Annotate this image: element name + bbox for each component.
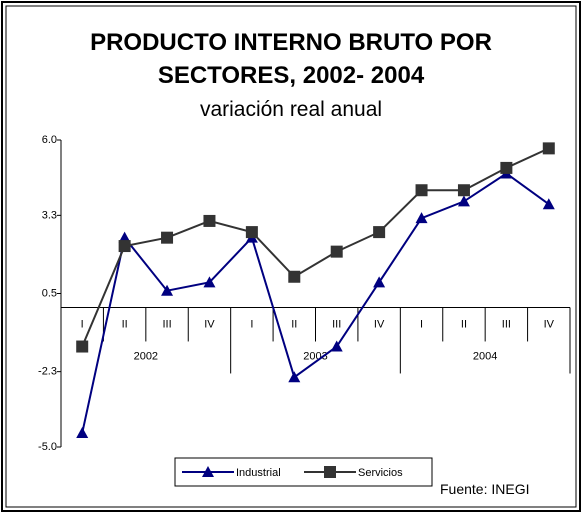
series-line xyxy=(81,147,550,347)
y-tick-label: 3.3 xyxy=(42,209,57,221)
source-note: Fuente: INEGI xyxy=(440,481,530,497)
triangle-marker xyxy=(288,371,301,383)
x-tick-label: II xyxy=(122,318,128,330)
x-tick-label: I xyxy=(250,318,253,330)
y-tick-label: -2.3 xyxy=(38,366,57,378)
square-marker xyxy=(245,226,258,239)
triangle-marker xyxy=(330,340,343,352)
x-tick-label: II xyxy=(291,318,297,330)
square-marker xyxy=(330,245,343,258)
square-marker xyxy=(373,226,386,239)
square-marker xyxy=(76,340,89,353)
group-label: 2004 xyxy=(473,350,497,362)
triangle-marker xyxy=(457,195,470,207)
square-marker xyxy=(415,184,428,197)
y-tick-label: -5.0 xyxy=(38,441,57,453)
triangle-marker xyxy=(373,276,386,288)
x-tick-label: I xyxy=(81,318,84,330)
chart-subtitle: variación real anual xyxy=(199,98,383,121)
group-label: 2002 xyxy=(134,350,158,362)
x-tick-label: II xyxy=(461,318,467,330)
triangle-marker xyxy=(202,466,214,477)
triangle-marker xyxy=(203,276,216,288)
square-marker xyxy=(118,240,131,253)
triangle-marker xyxy=(118,231,131,243)
x-tick-label: IV xyxy=(204,318,215,330)
chart-title: PRODUCTO INTERNO BRUTO POR SECTORES, 200… xyxy=(90,29,492,89)
y-tick-label: 6.0 xyxy=(42,134,57,146)
triangle-marker xyxy=(161,284,174,296)
square-marker xyxy=(324,466,336,478)
x-tick-label: III xyxy=(332,318,341,330)
x-tick-label: I xyxy=(420,318,423,330)
x-tick-label: IV xyxy=(374,318,385,330)
x-tick-label: IV xyxy=(544,318,555,330)
triangle-marker xyxy=(415,212,428,224)
group-label: 2003 xyxy=(303,350,327,362)
x-tick-label: III xyxy=(162,318,171,330)
triangle-marker xyxy=(76,427,89,439)
x-tick-label: III xyxy=(502,318,511,330)
triangle-marker xyxy=(542,198,555,210)
square-marker xyxy=(288,270,301,283)
legend-label: Servicios xyxy=(358,467,403,479)
square-marker xyxy=(457,184,470,197)
square-marker xyxy=(161,231,174,244)
legend-label: Industrial xyxy=(236,467,281,479)
inner-border xyxy=(5,5,577,508)
y-tick-label: 0.5 xyxy=(42,287,57,299)
square-marker xyxy=(203,214,216,227)
series-line xyxy=(81,172,550,434)
square-marker xyxy=(542,142,555,155)
square-marker xyxy=(500,161,513,174)
